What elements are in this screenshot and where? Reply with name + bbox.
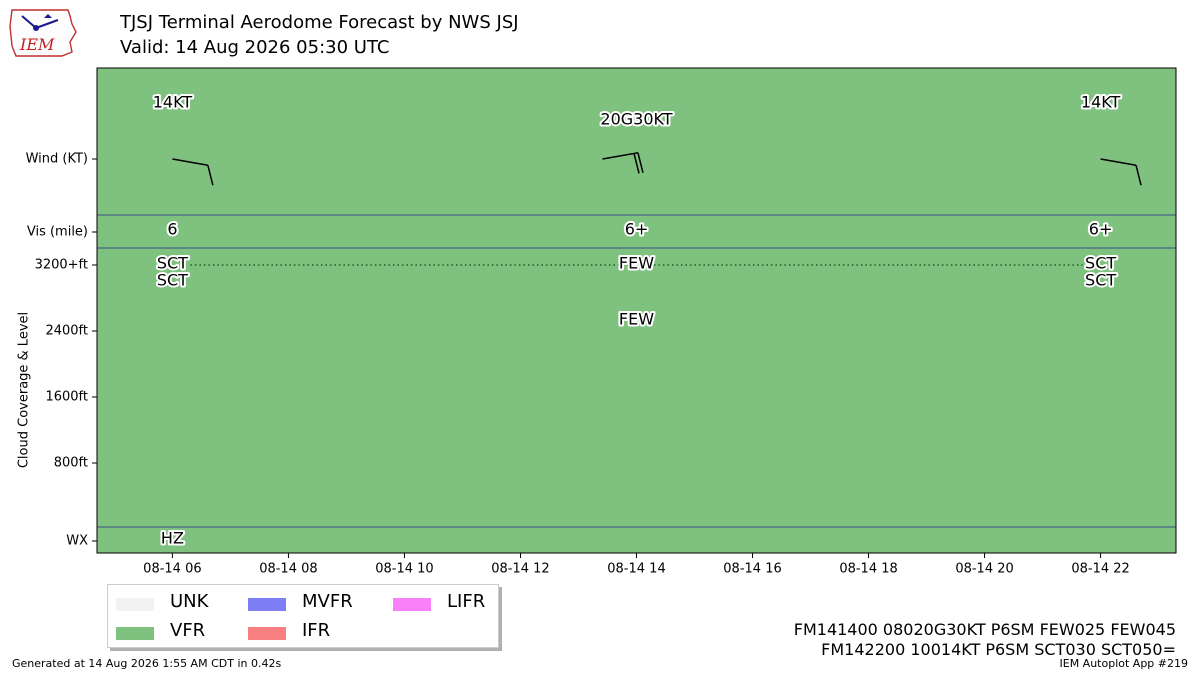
cloud-cover-label: FEW — [619, 254, 654, 273]
app-footer: IEM Autoplot App #219 — [1059, 657, 1189, 670]
cloud-cover-label: SCT — [1085, 271, 1116, 290]
visibility-label: 6+ — [625, 220, 649, 239]
cloud-cover-label: FEW — [619, 310, 654, 329]
wind-speed-label-halo: 20G30KT — [600, 110, 672, 129]
x-tick-label: 08-14 18 — [839, 562, 897, 577]
iem-logo: IEM — [6, 6, 78, 58]
wind-speed-label: 14KT — [153, 93, 193, 112]
y-tick-label: 800ft — [54, 456, 88, 471]
legend: UNK MVFR LIFR VFR IFR — [107, 584, 499, 648]
legend-label: VFR — [170, 620, 206, 641]
cloud-cover-label: SCT — [157, 254, 188, 273]
legend-label: UNK — [170, 591, 209, 612]
cloud-cover-label-halo: SCT — [1085, 271, 1116, 290]
wind-barb-flag — [1135, 165, 1142, 186]
weather-label: HZ — [161, 529, 184, 548]
cloud-cover-label-halo: SCT — [1085, 254, 1116, 273]
x-tick-label: 08-14 08 — [259, 562, 317, 577]
visibility-label-halo: 6 — [167, 220, 177, 239]
wind-barb-flag — [207, 165, 214, 186]
wind-barb-staff — [1100, 158, 1137, 166]
wind-barb-flag — [633, 153, 640, 174]
legend-swatch — [248, 598, 286, 611]
legend-swatch — [393, 598, 431, 611]
y-axis-label: Cloud Coverage & Level — [17, 312, 32, 468]
visibility-label: 6 — [167, 220, 177, 239]
wind-barb-flag — [637, 152, 644, 173]
y-tick-label: Vis (mile) — [27, 225, 88, 240]
x-tick-label: 08-14 10 — [375, 562, 433, 577]
legend-swatch — [116, 598, 154, 611]
visibility-label-halo: 6+ — [1089, 220, 1113, 239]
weather-label-halo: HZ — [161, 529, 184, 548]
wind-speed-label: 20G30KT — [600, 110, 672, 129]
taf-line: FM141400 08020G30KT P6SM FEW025 FEW045 — [793, 620, 1176, 639]
wind-barb-staff — [172, 158, 208, 166]
legend-swatch — [248, 627, 286, 640]
taf-text: FM141400 08020G30KT P6SM FEW025 FEW045 F… — [794, 620, 1176, 660]
cloud-cover-label-halo: FEW — [619, 254, 654, 273]
cloud-cover-label-halo: FEW — [619, 310, 654, 329]
svg-text:IEM: IEM — [19, 35, 55, 54]
cloud-cover-label: SCT — [157, 271, 188, 290]
wind-barb-staff — [602, 152, 639, 160]
legend-label: MVFR — [302, 591, 353, 612]
valid-time: Valid: 14 Aug 2026 05:30 UTC — [120, 37, 390, 58]
x-tick-label: 08-14 16 — [723, 562, 781, 577]
y-tick-label: 1600ft — [45, 390, 88, 405]
chart-title: TJSJ Terminal Aerodome Forecast by NWS J… — [120, 12, 519, 33]
generated-footer: Generated at 14 Aug 2026 1:55 AM CDT in … — [12, 657, 282, 670]
wind-speed-label-halo: 14KT — [1081, 93, 1121, 112]
visibility-label-halo: 6+ — [625, 220, 649, 239]
y-tick-label: WX — [66, 534, 88, 549]
y-tick-label: 2400ft — [45, 324, 88, 339]
plot-background — [97, 68, 1176, 553]
y-tick-label: Wind (KT) — [26, 152, 88, 167]
cloud-cover-label-halo: SCT — [157, 271, 188, 290]
legend-swatch — [116, 627, 154, 640]
wind-speed-label: 14KT — [1081, 93, 1121, 112]
wind-speed-label-halo: 14KT — [153, 93, 193, 112]
cloud-cover-label-halo: SCT — [157, 254, 188, 273]
y-tick-label: 3200+ft — [35, 258, 88, 273]
x-tick-label: 08-14 06 — [143, 562, 201, 577]
x-tick-label: 08-14 20 — [955, 562, 1013, 577]
x-tick-label: 08-14 12 — [491, 562, 549, 577]
visibility-label: 6+ — [1089, 220, 1113, 239]
cloud-cover-label: SCT — [1085, 254, 1116, 273]
taf-line: FM142200 10014KT P6SM SCT030 SCT050= — [821, 640, 1176, 659]
legend-label: LIFR — [447, 591, 486, 612]
x-tick-label: 08-14 14 — [607, 562, 665, 577]
legend-label: IFR — [302, 620, 331, 641]
x-tick-label: 08-14 22 — [1071, 562, 1129, 577]
